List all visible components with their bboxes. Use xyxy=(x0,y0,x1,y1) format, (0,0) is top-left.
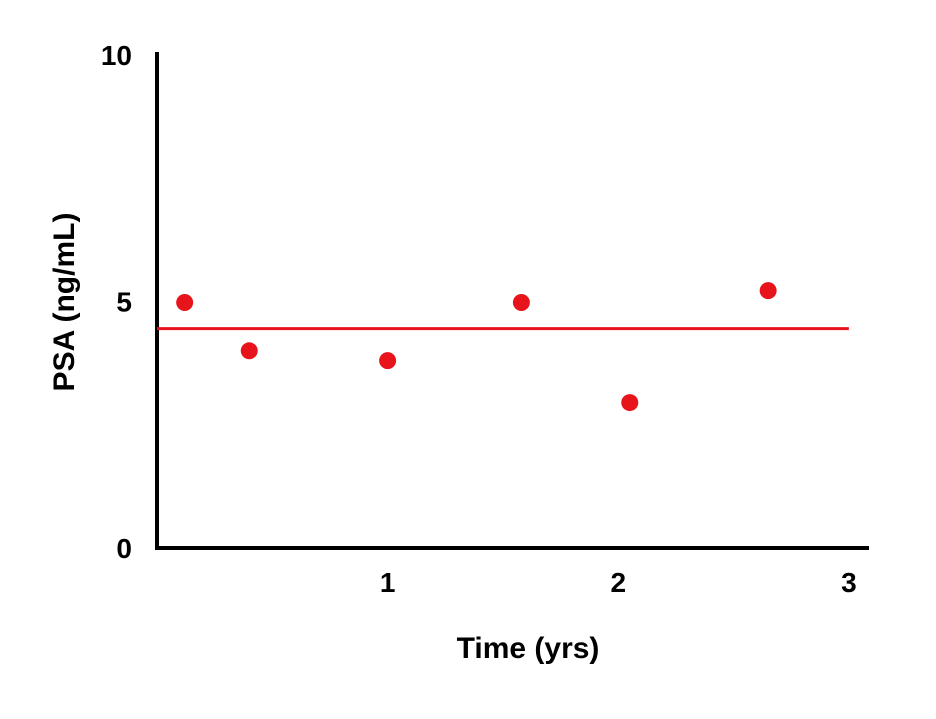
y-tick-labels: 0 5 10 xyxy=(101,40,132,564)
data-point-3 xyxy=(379,352,397,370)
y-tick-label-0: 0 xyxy=(116,533,132,564)
x-tick-label-2: 2 xyxy=(610,567,626,598)
y-axis-title: PSA (ng/mL) xyxy=(48,213,81,392)
data-point-1 xyxy=(176,293,194,311)
data-point-5 xyxy=(621,394,639,412)
x-tick-labels: 1 2 3 xyxy=(380,567,857,598)
x-axis-title: Time (yrs) xyxy=(457,632,600,665)
x-tick-label-1: 1 xyxy=(380,567,396,598)
y-tick-label-5: 5 xyxy=(116,287,132,318)
y-tick-label-10: 10 xyxy=(101,40,132,71)
data-point-4 xyxy=(512,293,530,311)
data-point-6 xyxy=(759,282,777,300)
x-tick-label-3: 3 xyxy=(841,567,857,598)
data-point-2 xyxy=(240,342,258,360)
data-points xyxy=(176,282,777,412)
